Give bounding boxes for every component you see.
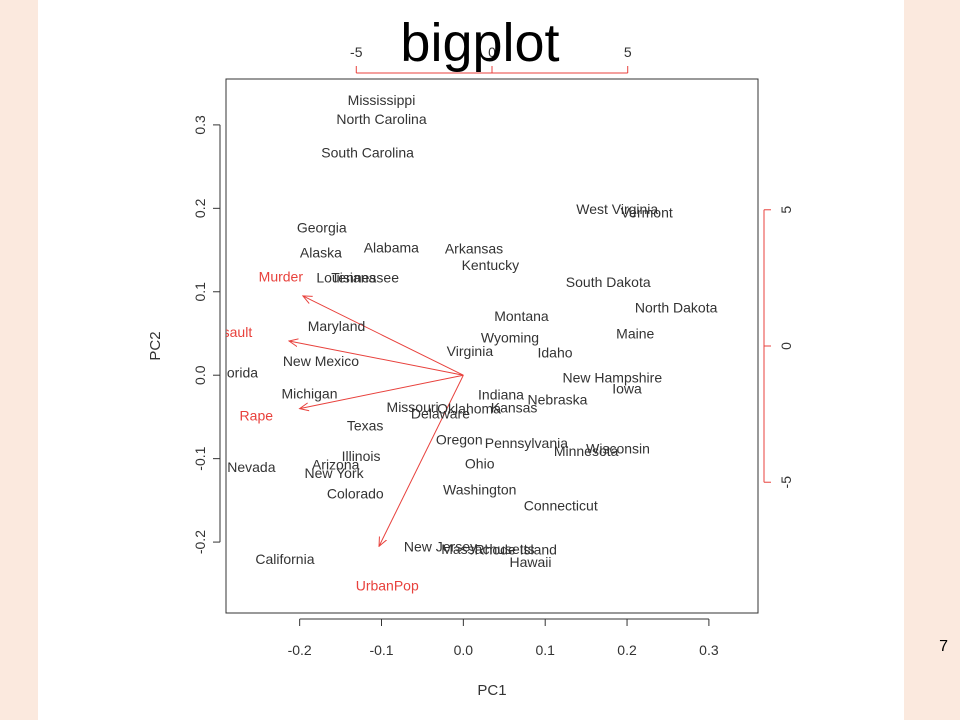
right-tick-label: 5: [778, 206, 794, 214]
state-label: Mississippi: [348, 92, 416, 108]
state-label: New York: [304, 465, 364, 481]
state-label: Louisiana: [316, 270, 376, 286]
state-label: Iowa: [612, 381, 642, 397]
state-label: Colorado: [327, 486, 384, 502]
state-label: New Mexico: [283, 353, 359, 369]
state-label: North Dakota: [635, 300, 718, 316]
y-tick-label: -0.2: [192, 530, 208, 554]
loading-label: UrbanPop: [356, 577, 419, 593]
state-label: Maine: [616, 325, 654, 341]
loading-arrow: [289, 341, 464, 376]
y-tick-label: 0.0: [192, 365, 208, 385]
state-label: Kansas: [491, 400, 538, 416]
state-label: Vermont: [621, 205, 673, 221]
x-tick-label: 0.3: [699, 642, 719, 658]
state-label: Idaho: [537, 345, 572, 361]
state-label: Nevada: [227, 459, 275, 475]
y-tick-label: -0.1: [192, 446, 208, 470]
state-label: Wyoming: [481, 330, 539, 346]
state-label: Indiana: [478, 386, 524, 402]
state-label: California: [255, 551, 314, 567]
right-tick-label: 0: [778, 342, 794, 350]
state-label: Texas: [347, 417, 384, 433]
top-tick-label: 5: [624, 44, 632, 60]
y-tick-label: 0.2: [192, 198, 208, 218]
loading-arrow: [300, 374, 464, 408]
state-label: Maryland: [308, 318, 366, 334]
state-label: Oregon: [436, 431, 483, 447]
x-tick-label: 0.1: [535, 642, 555, 658]
state-label: Rhode Island: [474, 542, 557, 558]
loading-label: Rape: [240, 407, 274, 423]
state-label: Ohio: [465, 456, 495, 472]
state-label: Oklahoma: [437, 401, 501, 417]
top-tick-label: 0: [488, 44, 496, 60]
right-tick-label: -5: [778, 476, 794, 489]
state-label: Arkansas: [445, 240, 503, 256]
state-label: New Jersey: [404, 538, 477, 554]
loading-label: Murder: [259, 269, 304, 285]
loading-arrow: [303, 296, 464, 376]
state-label: Delaware: [411, 406, 470, 422]
x-tick-label: 0.2: [617, 642, 637, 658]
state-label: Nebraska: [528, 391, 588, 407]
x-tick-label: 0.0: [454, 642, 474, 658]
y-axis-label: PC2: [147, 331, 164, 360]
state-label: Virginia: [447, 343, 494, 359]
slide-background: [38, 0, 904, 720]
state-label: North Carolina: [336, 111, 426, 127]
state-label: Massachusetts: [441, 541, 534, 557]
state-label: Minnesota: [554, 443, 619, 459]
state-label: Michigan: [281, 386, 337, 402]
top-tick-label: -5: [350, 44, 363, 60]
state-label: Arizona: [312, 456, 360, 472]
loading-arrow: [379, 374, 464, 546]
state-label: West Virginia: [576, 201, 658, 217]
loading-label: Assault: [206, 324, 252, 340]
state-label: Georgia: [297, 220, 347, 236]
page-number: 7: [939, 638, 948, 655]
state-label: Missouri: [387, 399, 439, 415]
state-label: Connecticut: [524, 497, 598, 513]
state-label: Montana: [494, 308, 549, 324]
state-label: Washington: [443, 482, 516, 498]
x-tick-label: -0.1: [369, 642, 393, 658]
state-label: Florida: [215, 365, 258, 381]
state-label: Kentucky: [462, 257, 520, 273]
state-label: Alabama: [364, 240, 419, 256]
state-label: Illinois: [342, 448, 381, 464]
state-label: South Dakota: [566, 274, 651, 290]
state-label: Tennessee: [331, 270, 399, 286]
x-axis-label: PC1: [477, 682, 506, 699]
y-tick-label: 0.3: [192, 115, 208, 135]
state-label: Hawaii: [509, 554, 551, 570]
state-label: Alaska: [300, 245, 342, 261]
state-label: New Hampshire: [563, 370, 663, 386]
slide-title: bigplot: [400, 13, 560, 73]
y-tick-label: 0.1: [192, 282, 208, 302]
state-label: Pennsylvania: [485, 435, 568, 451]
plot-frame: [225, 78, 759, 614]
x-tick-label: -0.2: [288, 642, 312, 658]
state-label: South Carolina: [321, 144, 414, 160]
state-label: Wisconsin: [586, 441, 650, 457]
